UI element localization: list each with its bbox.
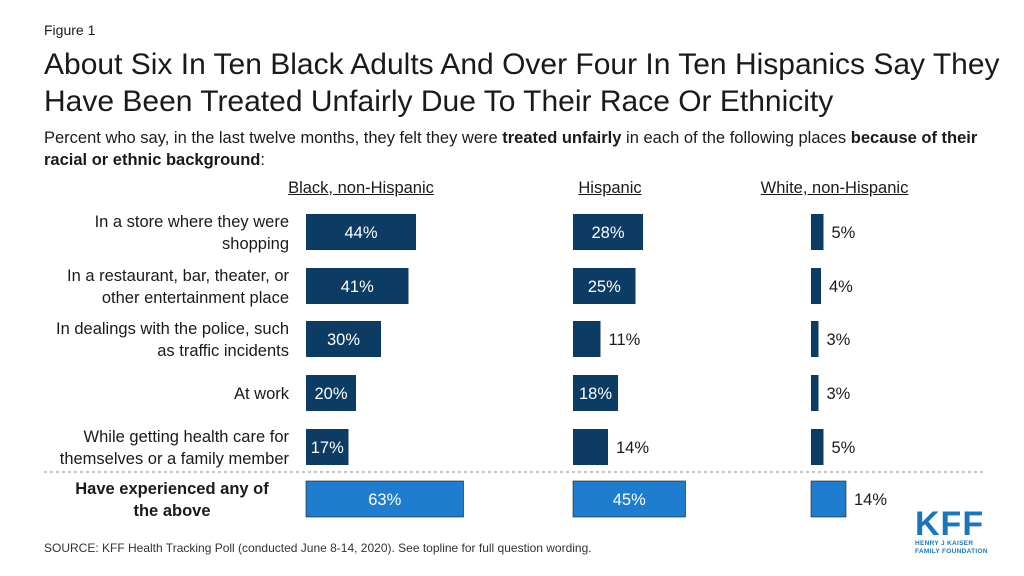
category-label: While getting health care for themselves … xyxy=(60,428,290,468)
subtitle-text-2: in each of the following places xyxy=(621,129,851,147)
bar-hispanic-0 xyxy=(573,214,643,250)
subtitle-text-3: : xyxy=(260,151,265,169)
series-header-hispanic: Hispanic xyxy=(578,179,642,197)
logo-kff-text: KFF xyxy=(915,505,985,543)
data-label: 41% xyxy=(341,278,374,296)
data-label: 11% xyxy=(609,331,641,349)
logo-line-1: HENRY J KAISER xyxy=(915,540,974,547)
bar-hispanic-3 xyxy=(573,375,618,411)
data-label: 28% xyxy=(591,224,624,242)
data-label: 17% xyxy=(311,439,344,457)
data-label: 25% xyxy=(588,278,621,296)
category-label: Have experienced any of the above xyxy=(75,480,269,520)
figure-label: Figure 1 xyxy=(44,22,96,38)
category-label: In a store where they were shopping xyxy=(95,213,289,253)
category-label: In dealings with the police, such as traf… xyxy=(56,320,289,360)
bar-hispanic-2 xyxy=(573,321,601,357)
data-label: 44% xyxy=(344,224,377,242)
bar-white-non-hispanic-3 xyxy=(811,375,819,411)
bar-black-non-hispanic-2 xyxy=(306,321,381,357)
data-label: 4% xyxy=(829,278,853,296)
bar-black-non-hispanic-0 xyxy=(306,214,416,250)
data-label: 45% xyxy=(613,491,646,509)
bar-hispanic-5 xyxy=(572,480,686,518)
data-label: 3% xyxy=(827,385,851,403)
data-label: 5% xyxy=(832,439,856,457)
data-label: 30% xyxy=(327,331,360,349)
subtitle-bold-2: because of their racial or ethnic backgr… xyxy=(44,129,978,169)
data-label: 18% xyxy=(579,385,612,403)
subtitle-bold-1: treated unfairly xyxy=(502,129,622,147)
bar-white-non-hispanic-0 xyxy=(811,214,824,250)
bar-black-non-hispanic-5 xyxy=(305,480,464,518)
series-header-black: Black, non-Hispanic xyxy=(288,179,434,197)
data-label: 14% xyxy=(616,439,649,457)
data-label: 5% xyxy=(832,224,856,242)
bar-black-non-hispanic-1 xyxy=(306,268,409,304)
chart-title: About Six In Ten Black Adults And Over F… xyxy=(44,48,1000,118)
data-label: 63% xyxy=(368,491,401,509)
bar-hispanic-1 xyxy=(573,268,636,304)
category-label: In a restaurant, bar, theater, or other e… xyxy=(67,267,289,307)
series-header-white: White, non-Hispanic xyxy=(760,179,909,197)
bar-black-non-hispanic-3 xyxy=(306,375,356,411)
bar-hispanic-4 xyxy=(573,429,608,465)
data-label: 20% xyxy=(314,385,347,403)
logo-line-2: FAMILY FOUNDATION xyxy=(915,547,988,555)
bar-white-non-hispanic-2 xyxy=(811,321,819,357)
bar-white-non-hispanic-5 xyxy=(810,480,847,518)
bar-black-non-hispanic-4 xyxy=(306,429,349,465)
chart-subtitle: Percent who say, in the last twelve mont… xyxy=(44,127,1004,171)
bar-white-non-hispanic-4 xyxy=(811,429,824,465)
subtitle-text-1: Percent who say, in the last twelve mont… xyxy=(44,129,503,147)
bar-white-non-hispanic-1 xyxy=(811,268,821,304)
data-label: 14% xyxy=(854,491,887,509)
source-note: SOURCE: KFF Health Tracking Poll (conduc… xyxy=(44,541,592,555)
category-label: At work xyxy=(234,385,290,403)
kff-logo: KFF HENRY J KAISER FAMILY FOUNDATION xyxy=(915,505,990,555)
data-label: 3% xyxy=(827,331,851,349)
